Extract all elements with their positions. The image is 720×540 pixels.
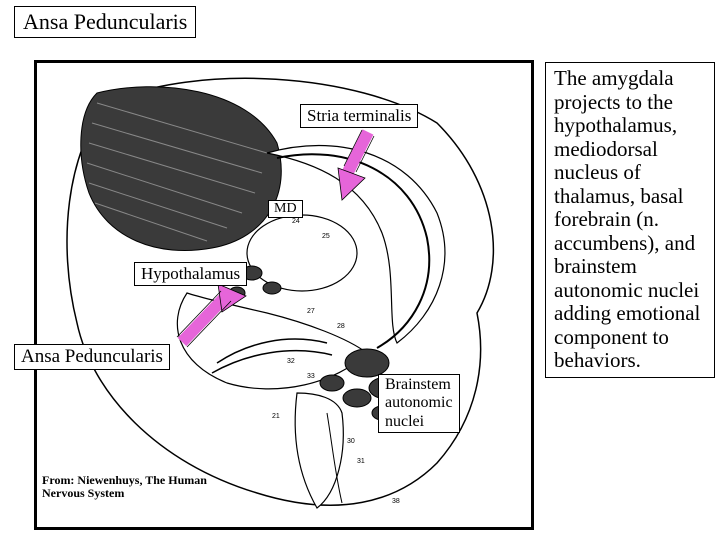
side-description: The amygdala projects to the hypothalamu…	[545, 62, 715, 378]
svg-text:28: 28	[337, 323, 345, 330]
svg-text:33: 33	[307, 373, 315, 380]
svg-text:31: 31	[357, 458, 365, 465]
label-brainstem-line2: autonomic	[385, 394, 453, 411]
svg-text:24: 24	[292, 218, 300, 225]
svg-text:30: 30	[347, 438, 355, 445]
svg-text:32: 32	[287, 358, 295, 365]
label-brainstem-nuclei: Brainstem autonomic nuclei	[378, 374, 460, 433]
figure-citation: From: Niewenhuys, The Human Nervous Syst…	[42, 474, 207, 500]
label-hypothalamus: Hypothalamus	[134, 262, 247, 286]
label-md: MD	[268, 200, 303, 218]
svg-text:27: 27	[307, 308, 315, 315]
label-stria-terminalis: Stria terminalis	[300, 104, 418, 128]
svg-text:21: 21	[272, 413, 280, 420]
svg-text:38: 38	[392, 498, 400, 505]
citation-line1: From: Niewenhuys, The Human	[42, 473, 207, 487]
label-ansa-peduncularis: Ansa Peduncularis	[14, 344, 170, 370]
citation-line2: Nervous System	[42, 486, 124, 500]
label-brainstem-line1: Brainstem	[385, 376, 451, 393]
label-brainstem-line3: nuclei	[385, 413, 424, 430]
anatomy-illustration: 24 25 27 28 32 33 21 30 31 38	[37, 63, 537, 533]
figure-frame: 24 25 27 28 32 33 21 30 31 38	[34, 60, 534, 530]
svg-text:25: 25	[322, 233, 330, 240]
page-title: Ansa Peduncularis	[14, 6, 196, 38]
